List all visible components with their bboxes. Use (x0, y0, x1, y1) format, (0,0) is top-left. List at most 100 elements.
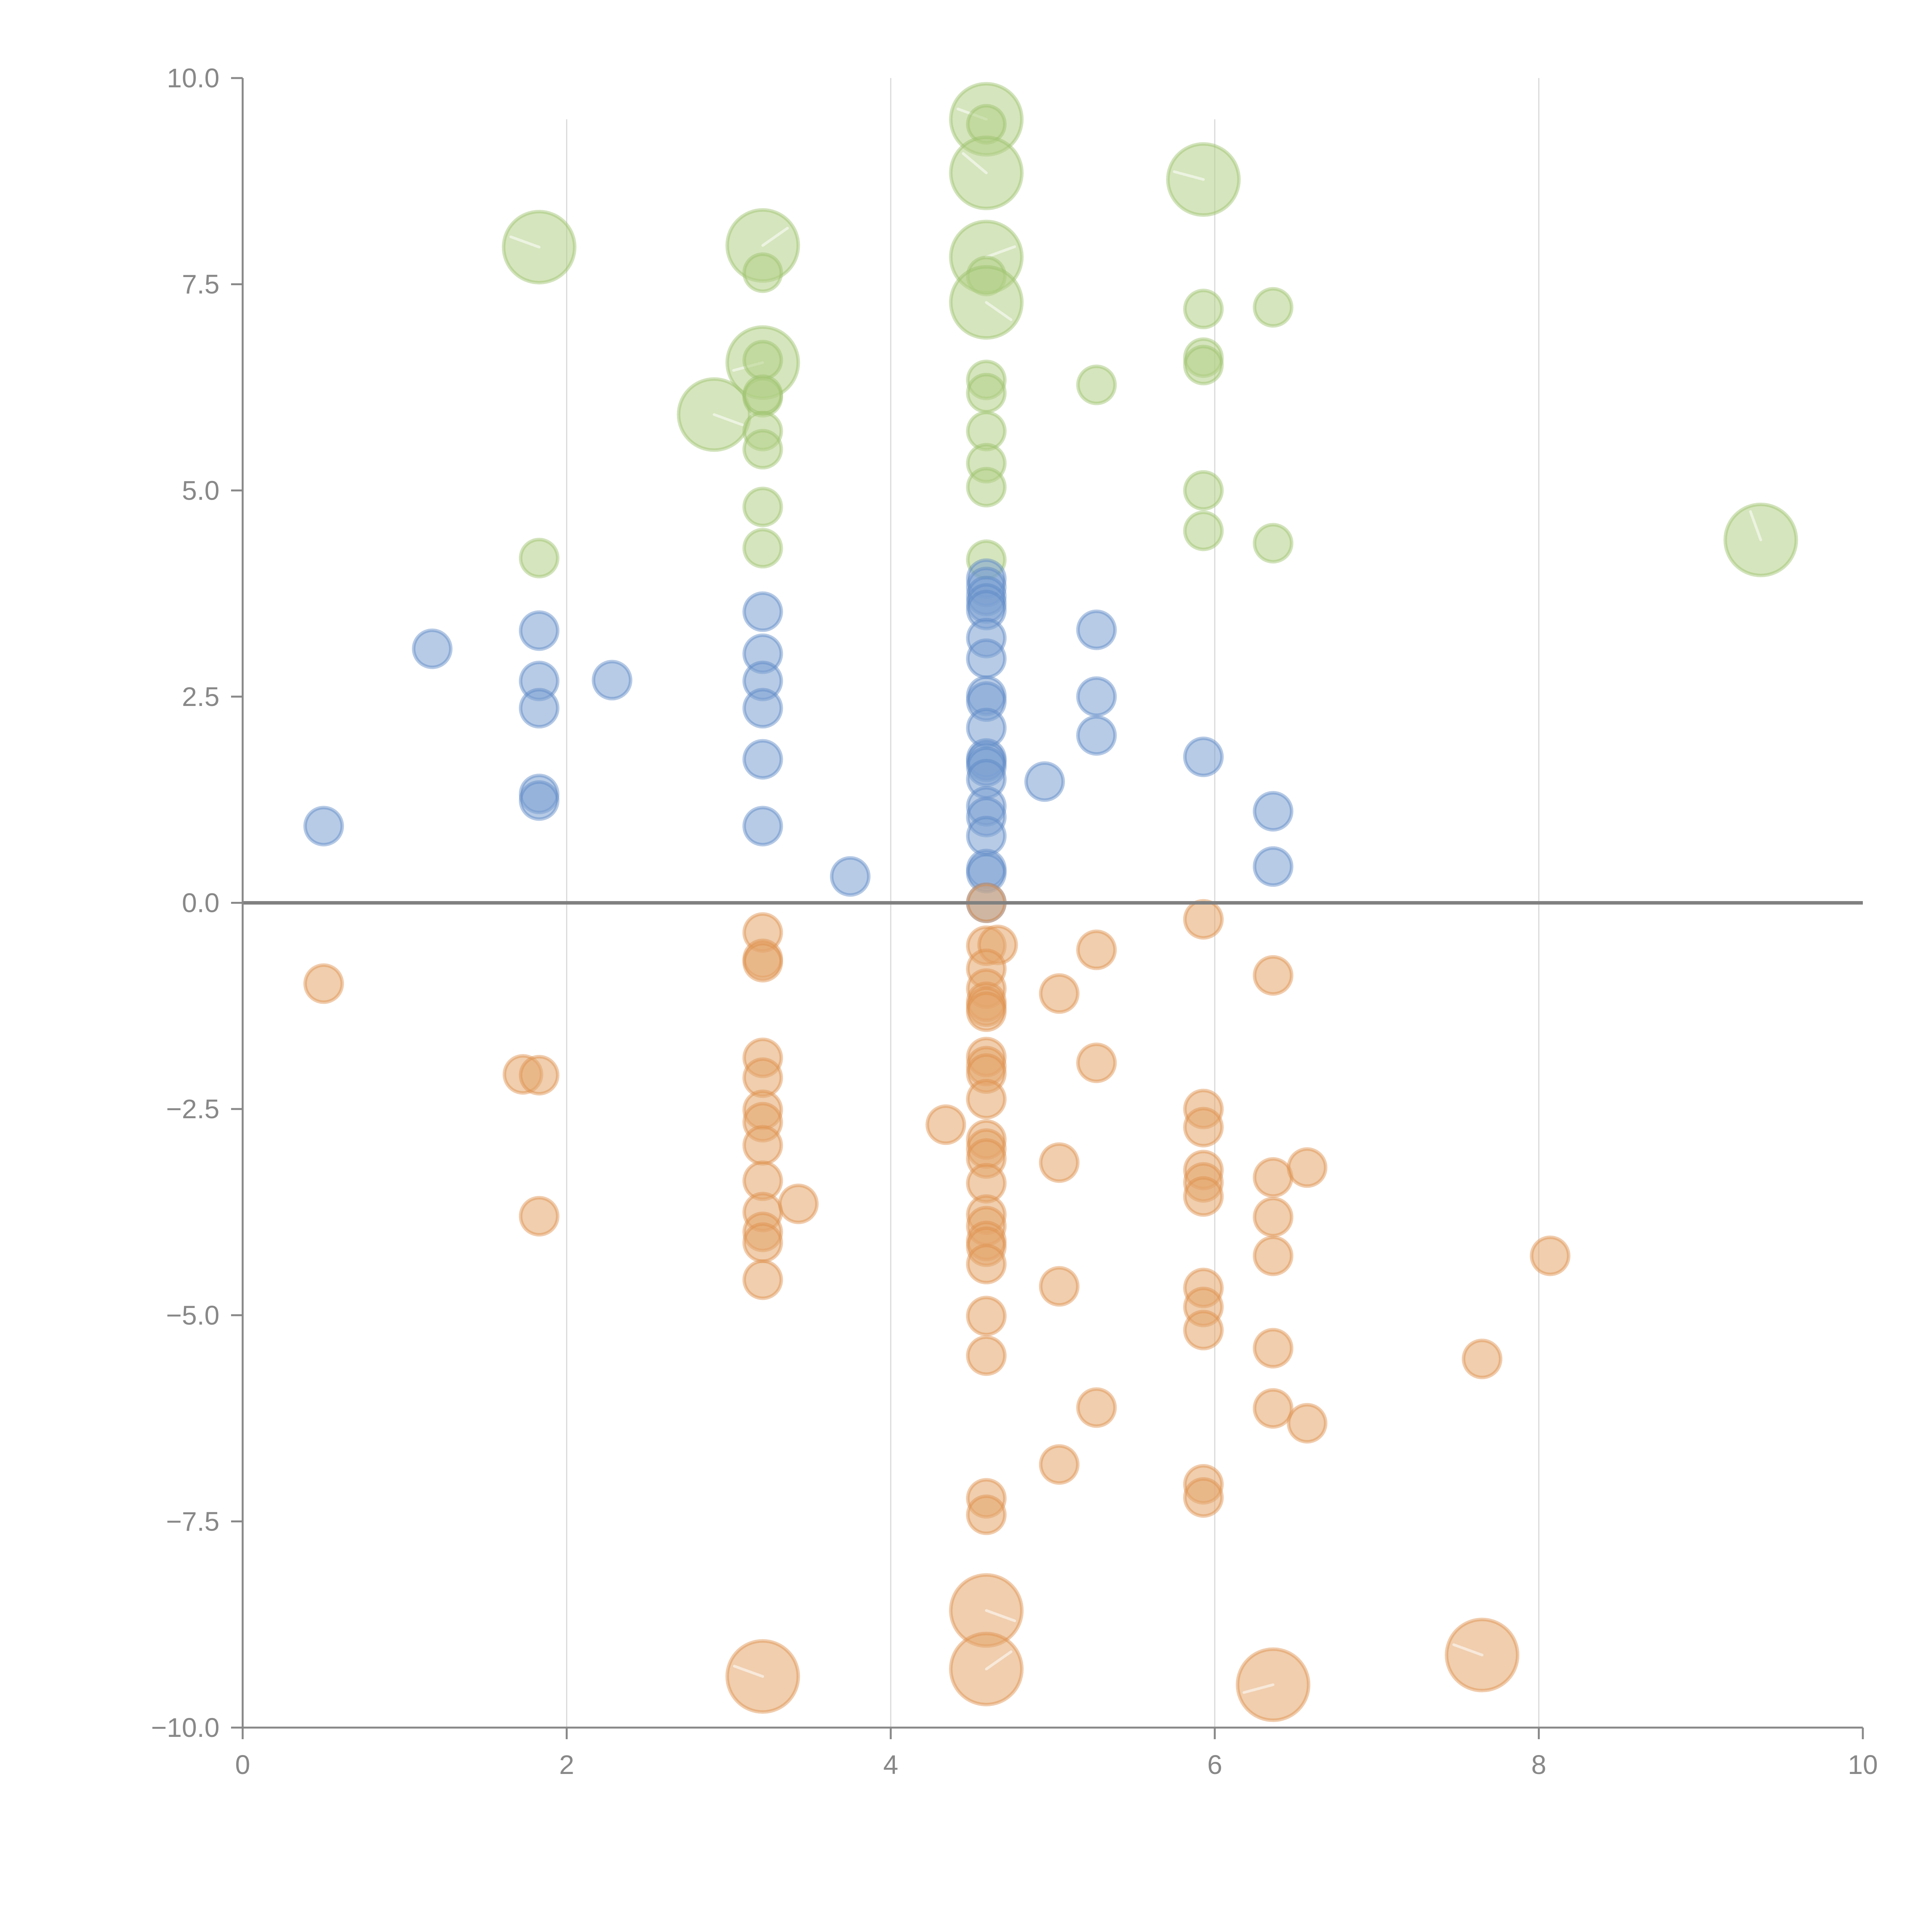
bubble-highlight-mark (1242, 1683, 1275, 1694)
bubble-blue[interactable] (592, 660, 633, 701)
bubble-green[interactable] (519, 537, 560, 578)
bubble-highlight-mark (509, 235, 541, 249)
bubble-blue[interactable] (830, 856, 871, 897)
bubble-green[interactable] (1183, 345, 1224, 386)
bubble-green[interactable] (1076, 364, 1117, 405)
bubble-orange[interactable] (966, 991, 1007, 1032)
bubble-green[interactable] (742, 429, 783, 470)
bubble-orange[interactable] (742, 1222, 783, 1263)
bubble-highlight-mark (985, 1609, 1016, 1622)
bubble-orange[interactable] (519, 1196, 560, 1237)
x-tick-label: 0 (235, 1750, 250, 1780)
bubble-blue[interactable] (412, 628, 453, 669)
bubble-green[interactable] (1183, 470, 1224, 511)
bubble-orange[interactable] (1039, 1142, 1080, 1183)
bubble-orange[interactable] (519, 1055, 560, 1096)
ticks: 10.0 7.5 5.0 2.5 0.0 −2.5 −5.0 −7.5 −10.0 0 2 4 6 8 10 (151, 63, 1878, 1780)
y-tick-label: 2.5 (182, 682, 219, 712)
bubble-green[interactable] (742, 374, 783, 415)
bubble-highlight-mark (733, 1665, 764, 1678)
x-tick-label: 2 (559, 1750, 574, 1780)
bubble-green[interactable] (966, 372, 1007, 413)
bubble-orange[interactable] (1183, 899, 1224, 940)
x-tick-label: 10 (1848, 1750, 1878, 1780)
bubble-orange[interactable] (925, 1104, 966, 1145)
bubble-blue[interactable] (1076, 609, 1117, 650)
bubble-green[interactable] (742, 528, 783, 569)
bubble-highlight-mark (761, 226, 789, 247)
y-tick-label: −10.0 (151, 1713, 219, 1743)
x-tick-label: 4 (883, 1750, 898, 1780)
bubble-blue[interactable] (742, 806, 783, 847)
bubble-orange[interactable] (1076, 1387, 1117, 1428)
bubble-green[interactable] (742, 252, 783, 293)
bubble-blue[interactable] (1253, 846, 1294, 887)
bubble-highlight-mark (1749, 510, 1762, 541)
y-tick-label: 7.5 (182, 269, 219, 299)
bubble-blue[interactable] (1024, 761, 1065, 802)
bubble-blue[interactable] (1076, 715, 1117, 756)
bubble-orange[interactable] (1287, 1147, 1328, 1188)
bubble-blue[interactable] (303, 806, 344, 847)
y-tick-label: −5.0 (166, 1300, 219, 1330)
y-tick-label: −7.5 (166, 1506, 219, 1536)
bubble-orange[interactable] (1253, 1388, 1294, 1429)
bubble-orange[interactable] (966, 1243, 1007, 1284)
bubble-blue[interactable] (742, 688, 783, 729)
bubble-orange[interactable] (1253, 955, 1294, 996)
bubble-highlight-mark (985, 245, 1016, 259)
bubble-orange[interactable] (303, 963, 344, 1004)
bubble-orange[interactable] (742, 942, 783, 983)
bubble-orange[interactable] (742, 1125, 783, 1166)
bubble-highlight-mark (1452, 1643, 1484, 1656)
bubble-blue[interactable] (966, 638, 1007, 679)
bubble-blue[interactable] (519, 780, 560, 821)
x-tick-label: 8 (1531, 1750, 1546, 1780)
bubble-orange[interactable] (778, 1184, 819, 1225)
y-tick-label: 0.0 (182, 888, 219, 918)
bubble-orange[interactable] (966, 1494, 1007, 1535)
bubble-orange[interactable] (1253, 1328, 1294, 1369)
x-tick-label: 6 (1207, 1750, 1222, 1780)
y-tick-label: −2.5 (166, 1094, 219, 1124)
bubble-orange[interactable] (1253, 1235, 1294, 1276)
bubble-blue[interactable] (1253, 791, 1294, 832)
bubble-orange[interactable] (1076, 929, 1117, 970)
bubble-orange[interactable] (1462, 1338, 1503, 1379)
bubble-orange[interactable] (1039, 1266, 1080, 1307)
bubble-highlight-mark (1173, 170, 1205, 181)
bubble-orange[interactable] (1183, 1310, 1224, 1350)
bubble-blue[interactable] (519, 688, 560, 729)
bubble-green[interactable] (1253, 523, 1294, 564)
bubble-orange[interactable] (1076, 1043, 1117, 1083)
bubble-green[interactable] (1183, 289, 1224, 330)
bubble-blue[interactable] (742, 739, 783, 780)
bubble-blue[interactable] (1183, 736, 1224, 777)
bubble-green[interactable] (1183, 510, 1224, 551)
bubble-blue[interactable] (519, 610, 560, 651)
bubble-orange[interactable] (1183, 1477, 1224, 1518)
bubble-blue[interactable] (742, 591, 783, 632)
bubble-green[interactable] (742, 486, 783, 527)
bubble-highlight-mark (985, 301, 1013, 321)
bubble-orange[interactable] (1183, 1107, 1224, 1148)
bubble-orange[interactable] (966, 1335, 1007, 1376)
bubble-orange[interactable] (1253, 1197, 1294, 1238)
bubble-orange[interactable] (742, 1259, 783, 1300)
bubble-orange[interactable] (1530, 1235, 1571, 1276)
bubble-green[interactable] (742, 340, 783, 381)
bubbles (303, 82, 1798, 1722)
bubble-blue[interactable] (1076, 676, 1117, 717)
bubble-highlight-mark (962, 152, 988, 174)
bubble-orange[interactable] (1287, 1403, 1328, 1444)
bubble-orange[interactable] (966, 1079, 1007, 1120)
bubble-orange[interactable] (1039, 973, 1080, 1014)
bubble-highlight-mark (713, 413, 744, 427)
bubble-orange[interactable] (1253, 1157, 1294, 1198)
bubble-orange[interactable] (966, 1296, 1007, 1337)
bubble-green[interactable] (966, 467, 1007, 508)
bubble-orange[interactable] (1039, 1444, 1080, 1485)
bubble-green[interactable] (1253, 287, 1294, 328)
bubble-orange[interactable] (1183, 1176, 1224, 1217)
